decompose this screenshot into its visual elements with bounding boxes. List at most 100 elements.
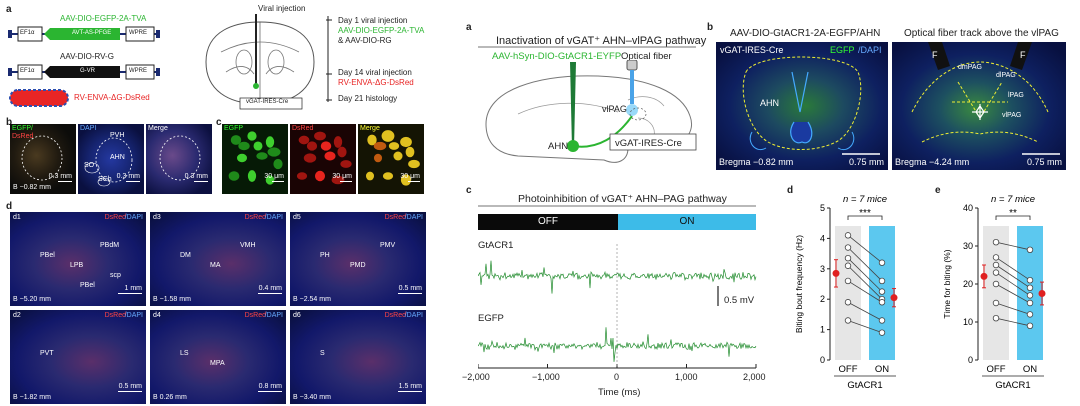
stain-label: /DAPI [404,214,423,221]
significance-marker: *** [859,208,871,219]
c-right-title: Photoinhibition of vGAT⁺ AHN–PAG pathway [518,193,727,205]
c-left-tile-dsred: DsRed 30 μm [290,124,356,194]
b-left-tile-egfp-dsred: EGFP/ DsRed B −0.82 mm 0.3 mm [10,124,76,194]
off-point [992,299,1000,307]
viral-injection-label: Viral injection [258,4,306,13]
region-label: scp [110,272,121,279]
region-label: AHN [760,98,780,108]
b-left-tile-dapi: DAPI PVH AHN SO SCh 0.3 mm [78,124,144,194]
timeline-axis [326,16,332,102]
on-point [1026,284,1034,291]
mouse-line-label: vGAT-IRES-Cre [246,99,289,105]
rvg-arrow-icon [44,66,120,78]
cell-soma [382,172,394,180]
pair-line [847,320,883,334]
egfp-tva-arrow-icon [44,28,120,40]
construct-2-wpre: WPRE [129,68,147,74]
off-point [992,280,1000,288]
construct-2-insert: G-VR [80,68,95,74]
c-left-tile-egfp: EGFP 30 μm [222,124,288,194]
scale-bar [398,292,422,294]
off-point [992,239,1000,246]
cell-soma [238,141,250,151]
category-label: OFF [987,364,1006,375]
off-point [844,262,852,269]
d-left-tile-d1: d1 DsRed/DAPI PBel LPB PBdM PBel scp B −5.20 mm… [10,212,146,306]
scale-bar [408,180,420,182]
scale-label: 30 μm [400,173,420,180]
off-point [844,299,852,306]
rv-name: RV-ENVA-ΔG-DsRed [74,93,150,102]
ef1a-promoter-box [17,26,43,42]
off-shade [983,226,1009,360]
scale-bar [258,390,282,392]
cell-image [365,130,420,186]
region-label: PBel [40,252,55,259]
region-label: MPA [210,360,225,367]
region-label: SCh [98,176,112,183]
region-label: PH [320,252,330,259]
cell-soma [256,152,268,160]
panel-label-a-left: a [6,4,12,15]
pair-line [995,283,1031,304]
biting-frequency-chart: 0 1 2 3 4 5 Biting bout frequency (Hz) n = 7 mi… [794,194,898,391]
off-bar: OFF [478,214,618,230]
xtick-4: 2,000 [743,372,766,382]
on-label: ON [679,216,695,227]
cell-soma [331,175,345,185]
pair-line [995,241,1031,251]
pair-line [847,235,883,264]
scale-bar [118,390,142,392]
d-left-tile-d6: d6 DsRed/DAPI S B −3.40 mm 1.5 mm [290,310,426,404]
bregma-label: B 0.26 mm [153,394,187,401]
panel-label-e-right: e [935,185,941,196]
brain-structure-line [265,66,295,75]
tile-id: d3 [153,214,161,221]
a-right-virus: AAV-hSyn-DIO-GtACR1-EYFP [492,51,622,62]
scale-label: 0.8 mm [258,383,282,390]
region-label: dlPAG [996,72,1016,79]
stain-label: DsRed [244,214,266,221]
panel-label-d-left: d [6,201,13,212]
b-left-tile-merge: Merge 0.3 mm [146,124,212,194]
tile-tag: DsRed [292,125,314,132]
brain-outline [205,21,315,105]
off-point [992,254,1000,261]
tile-tag: Merge [148,125,168,132]
cell-soma [265,175,275,185]
scale-bar [272,180,284,182]
bregma-label: B −5.20 mm [13,296,51,303]
category-label: ON [875,364,889,375]
bregma-label: B −1.82 mm [13,394,51,401]
timeline-day1-l1: AAV-DIO-EGFP-2A-TVA [338,26,425,35]
cell-soma [265,136,275,148]
category-label: OFF [839,364,858,375]
aqueduct-marker-icon [972,104,988,120]
fiber-label: F [1020,50,1026,60]
cell-soma [405,146,415,158]
cell-soma [306,141,318,151]
brain-structure-line [225,66,255,75]
panel-label-d-right: d [787,185,794,196]
region-label: PVT [40,350,54,357]
scale-label: 0.3 mm [116,173,140,180]
cell-soma [337,146,347,158]
panel-label-c-right: c [466,185,472,196]
cell-soma [298,135,310,145]
lfp-traces [478,244,757,369]
group-label: GtACR1 [995,380,1030,391]
pair-line [995,272,1031,296]
optical-fiber-cap-icon [626,60,638,71]
construct-1-insert: AVT-AS-PFGE [72,30,112,36]
cell-soma [388,142,400,150]
cell-soma [273,158,283,170]
injection-site-marker [253,83,259,89]
off-label: OFF [538,216,558,227]
construct-1-wpre: WPRE [129,30,147,36]
biting-time-chart: 0 10 20 30 40 Time for biting (%) n = 7 mice **… [942,194,1046,391]
timeline-day1: Day 1 viral injection [338,16,408,25]
construct-1-name: AAV-DIO-EGFP-2A-TVA [60,14,147,23]
optical-fiber-icon [630,70,634,104]
on-point [878,329,886,336]
cell-soma [367,134,377,146]
